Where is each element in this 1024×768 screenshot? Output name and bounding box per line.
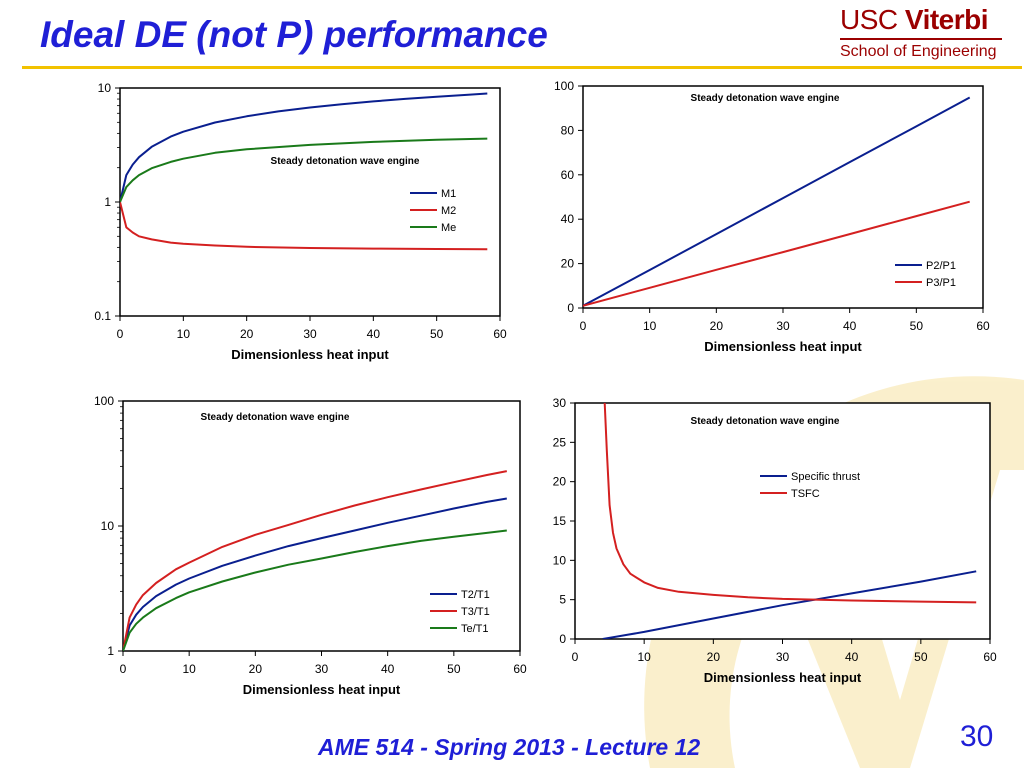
y-tick-label: 15 [553,514,567,528]
legend-label: P3/P1 [926,277,956,289]
legend-label: T3/T1 [461,606,490,618]
title-rule [22,66,1022,69]
legend-label: TSFC [791,488,820,500]
x-tick-label: 50 [447,662,461,676]
plot-area [122,400,521,652]
legend-label: M1 [441,188,456,200]
x-tick-label: 20 [249,662,263,676]
mach-number-chart: 0.1 1 10 0 10 20 30 40 50 60 Dimensionless heat in… [94,81,507,362]
x-tick-label: 40 [845,650,859,664]
x-tick-label: 40 [367,327,381,341]
x-tick-label: 10 [637,650,651,664]
x-tick-label: 10 [177,327,191,341]
y-tick-label: 0 [559,632,566,646]
legend-label: P2/P1 [926,260,956,272]
x-tick-label: 30 [776,319,790,333]
x-axis-label: Dimensionless heat input [704,339,862,354]
series-line-tsfc [603,403,977,604]
y-tick-label: 20 [561,257,575,271]
series-line-te-t1 [123,529,507,651]
x-tick-label: 0 [120,662,127,676]
x-tick-label: 60 [983,650,997,664]
logo-viterbi: Viterbi [904,4,989,35]
x-tick-label: 0 [572,650,579,664]
x-axis-label: Dimensionless heat input [231,347,389,362]
chart-title: Steady detonation wave engine [691,416,840,427]
y-tick-label: 100 [94,394,114,408]
logo-divider [840,38,1002,40]
y-tick-label: 40 [561,212,575,226]
x-tick-label: 20 [240,327,254,341]
temperature-ratio-chart: 1 10 100 0 10 20 30 40 50 60 Dimensionless heat in… [94,394,527,697]
legend-label: M2 [441,205,456,217]
logo-usc: USC [840,4,898,35]
legend-label: T2/T1 [461,589,490,601]
x-tick-label: 10 [182,662,196,676]
x-tick-label: 0 [580,319,587,333]
y-tick-label: 1 [107,644,114,658]
chart-title: Steady detonation wave engine [201,412,350,423]
series-line-p3-p1 [583,200,970,307]
series-line-m2 [120,201,488,251]
y-tick-label: 25 [553,435,567,449]
y-tick-label: 5 [559,593,566,607]
y-tick-label: 60 [561,168,575,182]
x-tick-label: 50 [914,650,928,664]
slide-footer: AME 514 - Spring 2013 - Lecture 12 [318,734,701,760]
x-axis-label: Dimensionless heat input [704,670,862,685]
x-tick-label: 0 [117,327,124,341]
x-tick-label: 60 [976,319,990,333]
chart-title: Steady detonation wave engine [691,93,840,104]
slide-title: Ideal DE (not P) performance [40,14,548,55]
x-tick-label: 20 [710,319,724,333]
y-tick-label: 20 [553,475,567,489]
thrust-tsfc-chart: 0 5 10 15 20 25 30 0 10 20 30 40 50 60 Dimensionless h… [553,396,997,685]
legend-label: Te/T1 [461,623,489,635]
series-line-t2-t1 [123,497,507,651]
x-tick-label: 30 [776,650,790,664]
x-tick-label: 40 [843,319,857,333]
y-tick-label: 1 [104,195,111,209]
y-tick-label: 10 [553,553,567,567]
y-tick-label: 100 [554,79,574,93]
pressure-ratio-chart: 0 20 40 60 80 100 0 10 20 30 40 50 60 Dimensionless h… [554,79,990,354]
x-tick-label: 30 [315,662,329,676]
series-line-specific-thrust [602,570,977,639]
slide-number: 30 [960,720,994,753]
plot-area [119,87,501,317]
chart-title: Steady detonation wave engine [271,156,420,167]
y-tick-label: 80 [561,123,575,137]
logo-subtitle: School of Engineering [840,43,997,60]
series-line-p2-p1 [583,96,971,307]
x-tick-label: 60 [513,662,527,676]
x-tick-label: 20 [707,650,721,664]
y-tick-label: 10 [98,81,112,95]
usc-viterbi-logo: USC Viterbi School of Engineering [840,4,1010,62]
x-tick-label: 60 [493,327,507,341]
x-axis-label: Dimensionless heat input [243,682,401,697]
legend-label: Me [441,222,456,234]
y-tick-label: 30 [553,396,567,410]
legend-label: Specific thrust [791,471,860,483]
series-line-t3-t1 [123,470,507,651]
x-tick-label: 10 [643,319,657,333]
y-tick-label: 0 [567,301,574,315]
series-line-m1 [120,92,488,203]
y-tick-label: 10 [101,519,115,533]
plot-area [574,402,991,640]
series-line-me [120,137,488,203]
x-tick-label: 50 [430,327,444,341]
x-tick-label: 30 [303,327,317,341]
x-tick-label: 40 [381,662,395,676]
x-tick-label: 50 [910,319,924,333]
y-tick-label: 0.1 [94,309,111,323]
